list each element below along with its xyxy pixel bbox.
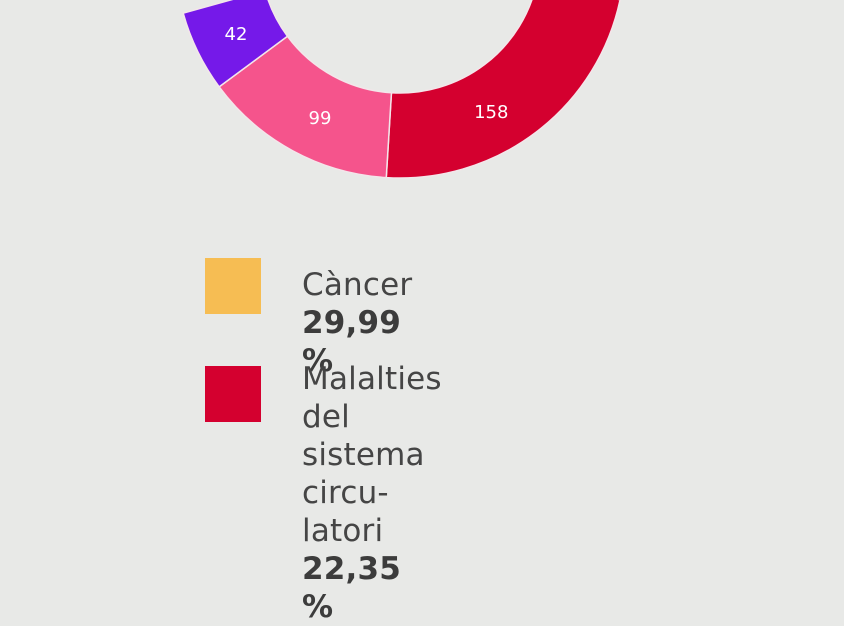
legend-swatch-circulatory: [205, 366, 261, 422]
legend-percent-cancer: 29,99 %: [302, 305, 402, 379]
legend-label-cancer: Càncer 29,99 %: [302, 266, 412, 380]
slice-label-purple: 42: [225, 24, 248, 45]
legend-name-circulatory: Malalties del sistema circu-: [302, 361, 442, 511]
slice-label-pink: 99: [309, 108, 332, 129]
slice-circulatory: [385, 0, 621, 179]
slice-label-circulatory: 158: [474, 102, 508, 123]
slice-purple: [182, 0, 289, 88]
legend-name-circulatory-line2: latori 22,35 %: [302, 513, 402, 625]
donut-chart: 158 99 42: [182, 0, 621, 179]
legend-swatch-cancer: [205, 258, 261, 314]
legend-percent-circulatory: 22,35 %: [302, 551, 402, 625]
legend-label-circulatory: Malalties del sistema circu- latori 22,3…: [302, 360, 442, 626]
legend-name-cancer: Càncer: [302, 267, 413, 303]
